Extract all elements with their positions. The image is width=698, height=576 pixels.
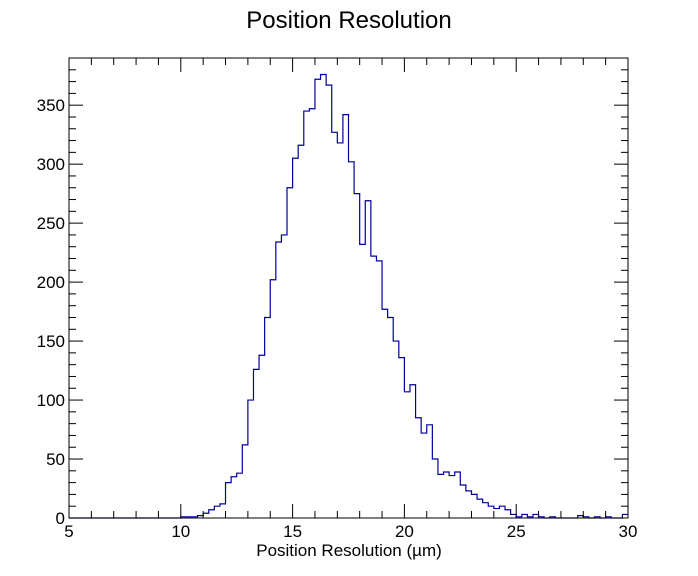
histogram-bin <box>483 503 489 518</box>
y-tick-label: 50 <box>46 450 65 469</box>
histogram-bin <box>371 256 377 518</box>
histogram-bin <box>315 79 321 518</box>
histogram-bin <box>388 317 394 518</box>
y-tick-label: 200 <box>37 273 65 292</box>
histogram-bin <box>622 514 628 518</box>
histogram-bin <box>382 309 388 518</box>
histogram-bin <box>326 85 332 518</box>
histogram-bin <box>404 392 410 518</box>
histogram-bin <box>460 485 466 518</box>
histogram-bin <box>360 244 366 518</box>
y-tick-label: 300 <box>37 155 65 174</box>
histogram-bin <box>259 355 265 518</box>
histogram-bin <box>270 280 276 518</box>
histogram-bin <box>416 418 422 518</box>
histogram-bin <box>304 111 310 518</box>
histogram-bin <box>494 509 500 518</box>
histogram-bin <box>471 494 477 518</box>
histogram-bin <box>253 369 259 518</box>
x-tick-label: 25 <box>507 522 526 541</box>
histogram-bin <box>511 514 517 518</box>
histogram-bin <box>427 425 433 518</box>
histogram-bin <box>505 510 511 518</box>
histogram-bin <box>438 474 444 518</box>
histogram-bin <box>231 477 237 518</box>
x-tick-label: 10 <box>171 522 190 541</box>
histogram-bin <box>332 132 338 518</box>
histogram-bin <box>203 513 209 518</box>
histogram-bin <box>410 385 416 518</box>
histogram-bin <box>209 510 215 518</box>
chart-title: Position Resolution <box>246 7 451 34</box>
x-axis-label: Position Resolution (µm) <box>256 541 442 560</box>
histogram-bin <box>321 75 327 518</box>
histogram-bin <box>226 483 232 518</box>
x-tick-label: 30 <box>619 522 638 541</box>
histogram-bin <box>220 504 226 518</box>
histogram-bin <box>298 145 304 518</box>
histogram-bin <box>365 201 371 518</box>
histogram-bin <box>276 242 282 518</box>
x-tick-label: 5 <box>64 522 73 541</box>
histogram-bin <box>444 472 450 518</box>
plot-frame <box>68 57 629 519</box>
histogram-bin <box>248 400 254 518</box>
histogram-bin <box>281 235 287 518</box>
histogram-bin <box>293 158 299 518</box>
histogram-bin <box>287 188 293 518</box>
x-tick-label: 20 <box>395 522 414 541</box>
histogram-bin <box>337 143 343 518</box>
histogram-bin <box>349 162 355 518</box>
histogram-bin <box>432 459 438 518</box>
histogram-bin <box>309 109 315 518</box>
histogram-bin <box>421 433 427 518</box>
histogram-bin <box>242 445 248 518</box>
histogram-bin <box>343 115 349 518</box>
histogram-bin <box>237 473 243 518</box>
histogram-bin <box>488 506 494 518</box>
histogram-bin <box>477 499 483 518</box>
y-tick-label: 350 <box>37 96 65 115</box>
histogram-bin <box>499 506 505 518</box>
histogram-outline <box>69 73 628 519</box>
histogram-bin <box>449 476 455 518</box>
histogram-bin <box>533 514 539 518</box>
y-tick-label: 0 <box>56 509 65 528</box>
y-tick-label: 250 <box>37 214 65 233</box>
histogram-bin <box>265 317 271 518</box>
histogram-bin <box>466 491 472 518</box>
histogram-bin <box>522 514 528 518</box>
histogram-bin <box>376 261 382 518</box>
histogram-bin <box>354 194 360 518</box>
y-tick-label: 150 <box>37 332 65 351</box>
x-tick-label: 15 <box>283 522 302 541</box>
y-tick-label: 100 <box>37 391 65 410</box>
histogram-bin <box>393 341 399 518</box>
histogram-bin <box>455 472 461 518</box>
histogram-bin <box>214 506 220 518</box>
histogram-bin <box>399 358 405 518</box>
